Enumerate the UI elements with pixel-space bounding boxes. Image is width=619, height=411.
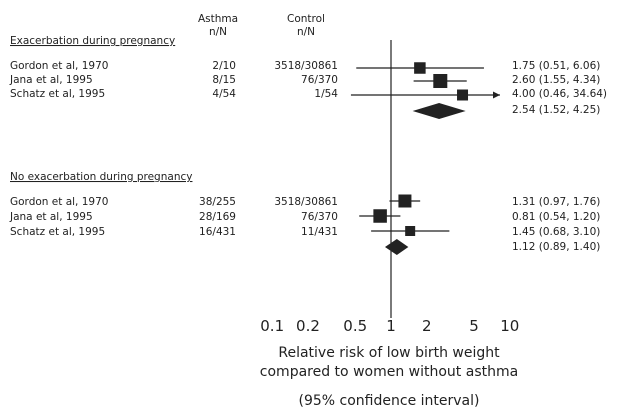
x-tick-label: 0.5	[343, 317, 367, 335]
asthma-header-line1: Asthma	[198, 13, 238, 25]
asthma-count: 38/255	[199, 196, 236, 208]
point-estimate	[433, 74, 448, 88]
control-count: 1/54	[314, 88, 338, 100]
asthma-count: 8/15	[212, 74, 236, 86]
asthma-count: 16/431	[199, 226, 236, 238]
study-name: Gordon et al, 1970	[10, 196, 108, 208]
ci-label: 1.45 (0.68, 3.10)	[512, 226, 600, 238]
asthma-count: 4/54	[212, 88, 236, 100]
ci-arrow	[493, 91, 500, 99]
x-axis-title-line2: compared to women without asthma	[260, 364, 518, 380]
pooled-diamond	[412, 103, 466, 119]
x-tick-label: 0.2	[296, 317, 320, 335]
control-count: 3518/30861	[274, 196, 338, 208]
control-count: 11/431	[301, 226, 338, 238]
study-name: Jana et al, 1995	[9, 211, 93, 223]
study-name: Schatz et al, 1995	[10, 88, 105, 100]
study-name: Jana et al, 1995	[9, 74, 93, 86]
point-estimate	[414, 62, 426, 74]
ci-label: 4.00 (0.46, 34.64)	[512, 88, 607, 100]
asthma-header-line2: n/N	[209, 26, 227, 38]
study-name: Schatz et al, 1995	[10, 226, 105, 238]
x-axis-subtitle: (95% confidence interval)	[299, 393, 480, 409]
x-tick-label: 5	[469, 317, 479, 335]
control-count: 3518/30861	[274, 60, 338, 72]
ci-label: 0.81 (0.54, 1.20)	[512, 211, 600, 223]
asthma-count: 28/169	[199, 211, 236, 223]
control-header-line1: Control	[287, 13, 325, 25]
point-estimate	[398, 194, 412, 208]
x-tick-label: 0.1	[260, 317, 284, 335]
x-tick-label: 1	[386, 317, 396, 335]
x-tick-label: 10	[500, 317, 519, 335]
control-count: 76/370	[301, 211, 338, 223]
point-estimate	[405, 226, 416, 236]
pooled-ci-label: 1.12 (0.89, 1.40)	[512, 241, 600, 253]
pooled-ci-label: 2.54 (1.52, 4.25)	[512, 104, 600, 116]
ci-label: 1.75 (0.51, 6.06)	[512, 60, 600, 72]
control-header-line2: n/N	[297, 26, 315, 38]
pooled-diamond	[384, 239, 409, 255]
control-count: 76/370	[301, 74, 338, 86]
x-tick-label: 2	[422, 317, 432, 335]
study-name: Gordon et al, 1970	[10, 60, 108, 72]
forest-marks: 0.1 0.2 0.5 1 2 5 10	[260, 40, 519, 335]
ci-label: 1.31 (0.97, 1.76)	[512, 196, 600, 208]
x-axis-title-line1: Relative risk of low birth weight	[278, 345, 500, 361]
point-estimate	[373, 209, 387, 223]
section-title-no-exacerbation: No exacerbation during pregnancy	[10, 171, 192, 183]
section-title-exacerbation: Exacerbation during pregnancy	[10, 35, 175, 47]
asthma-count: 2/10	[212, 60, 236, 72]
point-estimate	[457, 89, 469, 101]
ci-label: 2.60 (1.55, 4.34)	[512, 74, 600, 86]
